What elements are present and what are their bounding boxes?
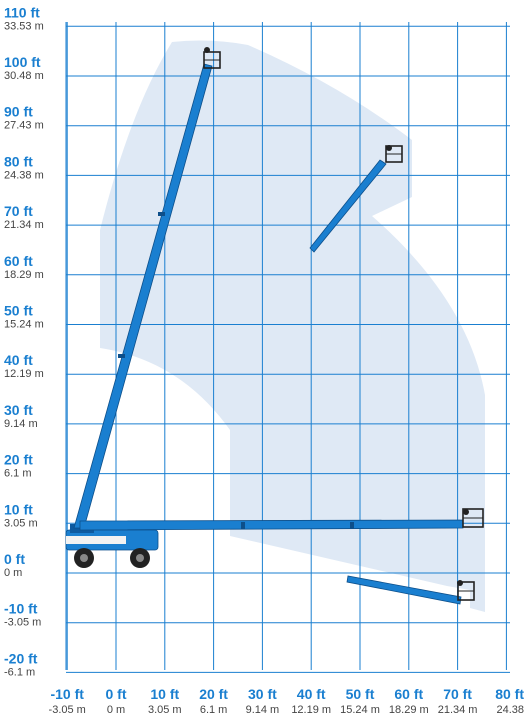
boom-joint [350, 522, 354, 529]
y-tick-label-m: 9.14 m [4, 418, 38, 430]
x-tick-label-ft: 80 ft [495, 686, 524, 702]
y-tick-label-ft: 100 ft [4, 54, 41, 70]
y-tick-label-m: 12.19 m [4, 368, 44, 380]
y-tick-label-ft: 30 ft [4, 402, 33, 418]
y-tick-label-m: 3.05 m [4, 517, 38, 529]
x-tick-label-m: 9.14 m [246, 704, 280, 716]
boom-max-reach [79, 519, 464, 531]
y-tick-label-m: 33.53 m [4, 20, 44, 32]
y-tick-label-m: 0 m [4, 567, 22, 579]
platform-below-grade [457, 580, 475, 601]
y-tick-label-ft: 0 ft [4, 551, 25, 567]
y-tick-label-m: -3.05 m [4, 617, 41, 629]
booms [73, 63, 464, 605]
y-tick-label-ft: 80 ft [4, 153, 33, 169]
x-tick-label-m: 3.05 m [148, 704, 182, 716]
y-tick-label-m: 15.24 m [4, 319, 44, 331]
x-tick-label-m: 15.24 m [340, 704, 380, 716]
x-tick-label-m: 21.34 m [438, 704, 478, 716]
platform-max-height [203, 47, 221, 69]
y-tick-label-m: -6.1 m [4, 666, 35, 678]
y-tick-label-ft: 10 ft [4, 501, 33, 517]
y-tick-label-ft: -20 ft [4, 650, 38, 666]
platform-max-reach [462, 508, 484, 528]
boom-joint [241, 522, 245, 529]
y-tick-label-ft: 40 ft [4, 352, 33, 368]
grid-lines [65, 22, 510, 673]
platform-up-over [385, 145, 403, 163]
x-tick-label-m: 18.29 m [389, 704, 429, 716]
boom-up-over [309, 159, 387, 253]
boom-below-grade [346, 575, 462, 605]
x-tick-label-ft: 50 ft [346, 686, 375, 702]
y-tick-label-ft: 50 ft [4, 303, 33, 319]
y-tick-label-m: 30.48 m [4, 70, 44, 82]
working-envelope [100, 40, 485, 612]
x-tick-label-ft: 10 ft [150, 686, 179, 702]
x-tick-label-m: 6.1 m [200, 704, 228, 716]
x-tick-label-ft: 0 ft [106, 686, 127, 702]
y-tick-label-ft: 60 ft [4, 253, 33, 269]
y-tick-label-m: 6.1 m [4, 468, 32, 480]
y-tick-label-m: 24.38 m [4, 169, 44, 181]
x-tick-label-m: 0 m [107, 704, 125, 716]
x-tick-label-ft: 60 ft [394, 686, 423, 702]
x-tick-label-ft: -10 ft [50, 686, 84, 702]
chassis-stripe [66, 536, 126, 544]
y-tick-label-ft: -10 ft [4, 601, 38, 617]
lift-base [65, 524, 159, 568]
x-tick-label-m: -3.05 m [49, 704, 86, 716]
x-axis-labels: -10 ft -3.05 m 0 ft 0 m 10 ft 3.05 m 20 ft 6.1 … [49, 686, 525, 716]
y-tick-label-m: 18.29 m [4, 269, 44, 281]
y-tick-label-ft: 90 ft [4, 104, 33, 120]
y-tick-label-ft: 20 ft [4, 452, 33, 468]
y-tick-label-ft: 110 ft [4, 4, 40, 20]
boom-joint [158, 212, 165, 216]
boom-joint [118, 354, 125, 358]
x-tick-label-ft: 70 ft [443, 686, 472, 702]
x-tick-label-m: 12.19 m [291, 704, 331, 716]
front-wheel-hub [136, 554, 144, 562]
x-tick-label-ft: 30 ft [248, 686, 277, 702]
y-tick-label-ft: 70 ft [4, 203, 33, 219]
x-tick-label-m: 24.38 [496, 704, 524, 716]
y-tick-label-m: 21.34 m [4, 219, 44, 231]
rear-wheel-hub [80, 554, 88, 562]
platforms [203, 47, 484, 601]
x-tick-label-ft: 40 ft [297, 686, 326, 702]
y-tick-label-m: 27.43 m [4, 120, 44, 132]
x-tick-label-ft: 20 ft [199, 686, 228, 702]
